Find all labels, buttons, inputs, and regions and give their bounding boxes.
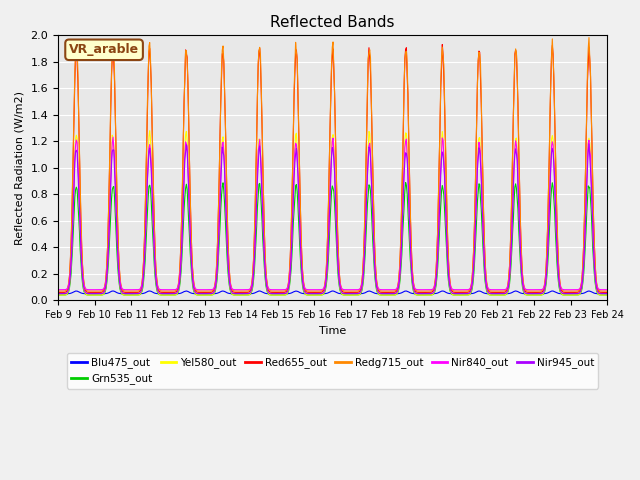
Blu475_out [122, 291, 129, 297]
Blu475_out [64, 291, 72, 297]
Yel580_out [121, 292, 129, 298]
Nir945_out [64, 288, 72, 294]
Title: Reflected Bands: Reflected Bands [271, 15, 395, 30]
Line: Redg715_out: Redg715_out [58, 37, 607, 291]
Line: Nir840_out: Nir840_out [58, 137, 607, 290]
Legend: Blu475_out, Grn535_out, Yel580_out, Red655_out, Redg715_out, Nir840_out, Nir945_: Blu475_out, Grn535_out, Yel580_out, Red6… [67, 353, 598, 389]
Nir840_out [400, 165, 408, 170]
Line: Blu475_out: Blu475_out [58, 291, 607, 294]
Nir840_out [177, 256, 185, 262]
Redg715_out [205, 288, 213, 294]
Grn535_out [205, 292, 213, 298]
Nir945_out [604, 291, 611, 297]
Blu475_out [206, 291, 214, 297]
Nir945_out [177, 273, 184, 278]
Redg715_out [415, 288, 423, 294]
Nir840_out [54, 287, 62, 293]
Red655_out [604, 289, 611, 295]
Red655_out [206, 289, 214, 295]
Redg715_out [585, 35, 593, 40]
Blu475_out [109, 288, 117, 294]
Nir840_out [109, 134, 117, 140]
Line: Grn535_out: Grn535_out [58, 182, 607, 295]
Red655_out [122, 289, 129, 295]
Grn535_out [399, 219, 407, 225]
Blu475_out [604, 291, 611, 297]
Yel580_out [64, 289, 72, 295]
Nir945_out [121, 291, 129, 297]
Line: Red655_out: Red655_out [58, 43, 607, 292]
Yel580_out [604, 292, 611, 298]
Nir945_out [399, 192, 407, 197]
X-axis label: Time: Time [319, 325, 346, 336]
Yel580_out [206, 292, 214, 298]
Yel580_out [416, 292, 424, 298]
Nir840_out [206, 287, 214, 293]
Yel580_out [54, 292, 62, 298]
Line: Yel580_out: Yel580_out [58, 131, 607, 295]
Redg715_out [54, 288, 62, 294]
Yel580_out [146, 128, 154, 133]
Grn535_out [604, 292, 611, 298]
Redg715_out [604, 288, 611, 294]
Redg715_out [177, 256, 184, 262]
Nir840_out [122, 287, 129, 293]
Yel580_out [177, 259, 185, 265]
Redg715_out [399, 120, 407, 126]
Grn535_out [121, 292, 129, 298]
Red655_out [64, 286, 72, 291]
Grn535_out [54, 292, 62, 298]
Redg715_out [121, 288, 129, 294]
Nir945_out [585, 141, 593, 147]
Red655_out [109, 40, 117, 46]
Nir945_out [54, 291, 62, 297]
Nir840_out [416, 287, 424, 293]
Grn535_out [64, 290, 72, 296]
Red655_out [416, 289, 424, 295]
Y-axis label: Reflected Radiation (W/m2): Reflected Radiation (W/m2) [15, 91, 25, 245]
Grn535_out [177, 278, 184, 284]
Grn535_out [402, 180, 410, 185]
Grn535_out [416, 292, 424, 298]
Line: Nir945_out: Nir945_out [58, 144, 607, 294]
Red655_out [54, 289, 62, 295]
Yel580_out [400, 156, 408, 161]
Red655_out [400, 84, 408, 89]
Nir945_out [415, 291, 423, 297]
Nir840_out [604, 287, 611, 293]
Redg715_out [64, 284, 72, 290]
Blu475_out [54, 291, 62, 297]
Text: VR_arable: VR_arable [69, 43, 139, 56]
Nir945_out [205, 291, 213, 297]
Red655_out [177, 238, 185, 244]
Blu475_out [177, 290, 185, 296]
Blu475_out [400, 288, 408, 294]
Blu475_out [416, 291, 424, 297]
Nir840_out [64, 284, 72, 290]
